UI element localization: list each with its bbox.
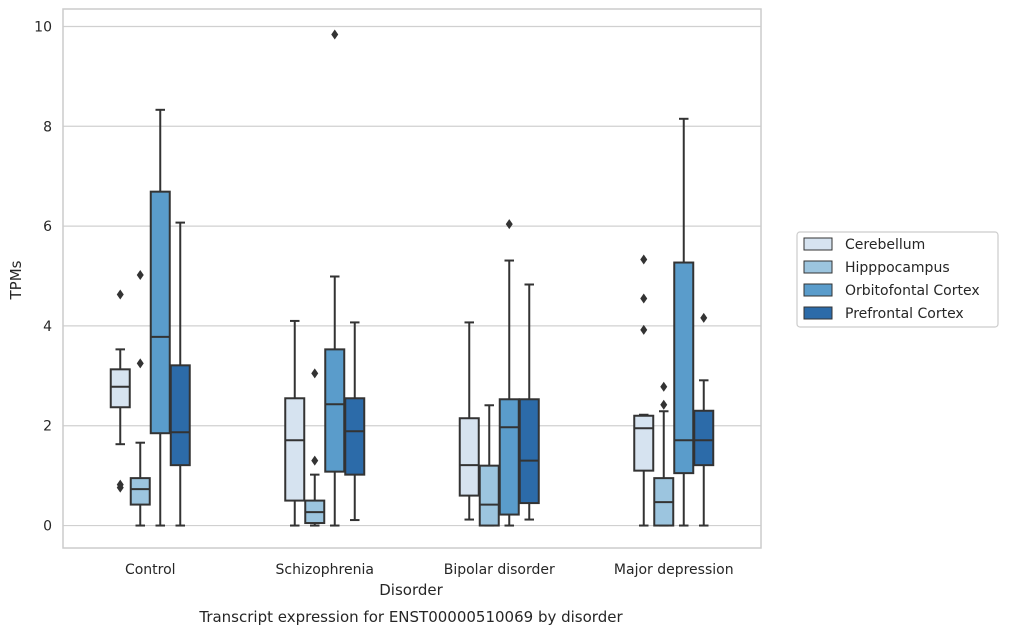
legend-label: Cerebellum [845, 237, 925, 253]
y-tick-label: 0 [43, 519, 52, 535]
box-1-2 [324, 29, 346, 527]
legend-label: Hipppocampus [845, 260, 950, 276]
box-iqr [518, 398, 540, 505]
box-2-2 [498, 219, 520, 527]
box-layer [109, 29, 715, 527]
box-iqr [109, 368, 131, 409]
box-iqr [458, 417, 480, 497]
legend: Cerebellum Hipppocampus Orbitofontal Corte… [796, 231, 999, 328]
box-3-2 [673, 117, 695, 527]
x-tick-label: Major depression [614, 562, 734, 578]
outlier-point [640, 293, 648, 304]
box-0-2 [149, 108, 171, 527]
box-iqr [129, 477, 151, 506]
outlier-point [116, 289, 124, 300]
box-0-0 [109, 289, 131, 493]
y-tick-label: 6 [43, 219, 52, 235]
legend-swatch [803, 283, 833, 297]
y-tick-label: 4 [43, 319, 52, 335]
legend-swatch [803, 260, 833, 274]
y-tick-labels: 0 2 4 6 8 10 [34, 19, 52, 534]
legend-label: Prefrontal Cortex [845, 306, 964, 322]
box-3-3 [693, 312, 715, 527]
chart-caption: Transcript expression for ENST0000051006… [198, 608, 623, 626]
x-tick-labels: Control Schizophrenia Bipolar disorder Majo… [125, 562, 734, 578]
box-iqr [693, 409, 715, 467]
y-tick-label: 10 [34, 19, 52, 35]
box-1-3 [344, 321, 366, 522]
x-axis-label: Disorder [379, 581, 443, 599]
box-1-1 [304, 368, 326, 527]
outlier-point [700, 312, 708, 323]
outlier-point [640, 254, 648, 265]
box-iqr [149, 190, 171, 435]
outlier-point [136, 358, 144, 369]
legend-label: Orbitofontal Cortex [845, 283, 980, 299]
box-iqr [169, 364, 191, 467]
box-2-0 [458, 321, 480, 521]
outlier-point [505, 219, 513, 230]
outlier-point [660, 381, 668, 392]
legend-frame [796, 231, 999, 328]
box-iqr [633, 414, 655, 472]
box-iqr [498, 398, 520, 516]
outlier-point [660, 399, 668, 410]
y-tick-label: 8 [43, 119, 52, 135]
box-iqr [478, 464, 500, 527]
x-tick-label: Bipolar disorder [444, 562, 555, 578]
box-2-3 [518, 283, 540, 521]
box-3-1 [653, 381, 675, 527]
box-iqr [673, 261, 695, 475]
outlier-point [640, 324, 648, 335]
y-tick-label: 2 [43, 419, 52, 435]
x-tick-label: Schizophrenia [276, 562, 374, 578]
legend-swatch [803, 306, 833, 320]
outlier-point [331, 29, 339, 40]
plot-frame [62, 8, 762, 549]
box-1-0 [284, 319, 306, 527]
outlier-point [311, 368, 319, 379]
y-axis-label: TPMs [7, 260, 25, 300]
outlier-point [116, 482, 124, 493]
box-2-1 [478, 404, 500, 527]
outlier-point [311, 455, 319, 466]
box-iqr [324, 348, 346, 473]
legend-swatch [803, 237, 833, 251]
box-3-0 [633, 254, 655, 527]
box-0-3 [169, 221, 191, 527]
x-tick-label: Control [125, 562, 176, 578]
box-iqr [344, 397, 366, 476]
outlier-point [136, 270, 144, 281]
box-iqr [284, 397, 306, 502]
box-0-1 [129, 270, 151, 527]
